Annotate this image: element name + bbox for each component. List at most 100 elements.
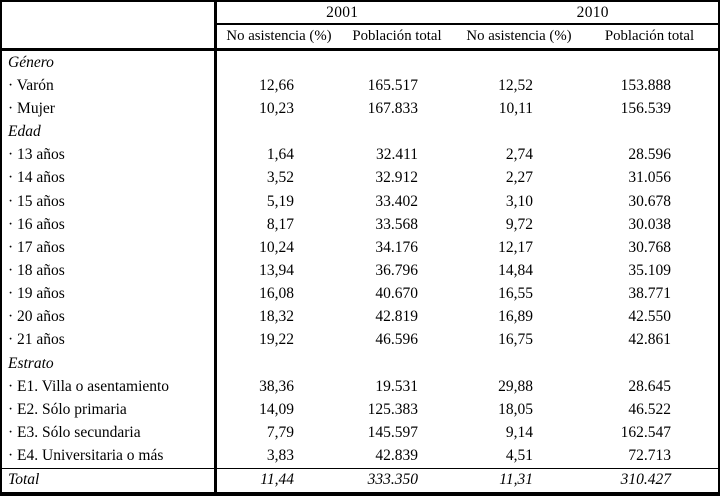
column-header-poblacion-2010: Población total	[604, 28, 695, 44]
cell-value: 16,75	[498, 331, 533, 349]
cell-value: 310.427	[620, 471, 671, 489]
row-label: · 21 años	[2, 328, 217, 353]
table-row: · E2. Sólo primaria 14,09 125.383 18,05 46.5…	[2, 398, 718, 422]
cell-value: 2,74	[505, 146, 533, 164]
cell-value: 42.550	[628, 308, 671, 326]
table-row: · 19 años 16,08 40.670 16,55 38.771	[2, 282, 718, 306]
cell-value: 12,66	[259, 76, 294, 94]
column-header-no-asistencia-2010: No asistencia (%)	[466, 28, 572, 44]
table-row: · 21 años 19,22 46.596 16,75 42.861	[2, 328, 718, 353]
cell-value: 35.109	[628, 261, 671, 279]
cell-value: 28.645	[628, 377, 671, 395]
cell-value: 19,22	[259, 331, 294, 349]
cell-value: 12,17	[498, 238, 533, 256]
table-row: · 20 años 18,32 42.819 16,89 42.550	[2, 305, 718, 329]
cell-value: 4,51	[505, 447, 533, 465]
cell-value: 1,64	[266, 146, 294, 164]
cell-value: 9,72	[505, 215, 533, 233]
year-group-cells: 2001 2010	[217, 2, 718, 25]
row-label: Edad	[2, 120, 217, 144]
row-label: · Mujer	[2, 97, 217, 121]
row-label: · E4. Universitaria o más	[2, 444, 217, 468]
column-header-no-asistencia-2001: No asistencia (%)	[226, 28, 332, 44]
cell-value	[589, 352, 718, 375]
row-label: · 16 años	[2, 213, 217, 237]
cell-value: 167.833	[367, 99, 418, 117]
row-label: Género	[2, 51, 217, 75]
row-label: · 13 años	[2, 143, 217, 167]
row-label: · 15 años	[2, 189, 217, 214]
cell-value	[217, 120, 341, 143]
table-row: · 17 años 10,24 34.176 12,17 30.768	[2, 236, 718, 260]
cell-value: 11,31	[499, 471, 533, 489]
cell-value: 3,10	[505, 192, 533, 210]
cell-value: 18,32	[259, 308, 294, 326]
cell-value: 32.912	[375, 169, 418, 187]
cell-value: 29,88	[498, 377, 533, 395]
cell-value: 38.771	[628, 285, 671, 303]
table-row: · 13 años 1,64 32.411 2,74 28.596	[2, 143, 718, 167]
table-row: · 14 años 3,52 32.912 2,27 31.056	[2, 166, 718, 190]
table-row: Género	[2, 51, 718, 75]
row-label: · 14 años	[2, 166, 217, 190]
cell-value	[341, 120, 463, 143]
table-row: · E4. Universitaria o más 3,83 42.839 4,51 7…	[2, 444, 718, 468]
table-row: · 15 años 5,19 33.402 3,10 30.678	[2, 189, 718, 214]
cell-value: 7,79	[266, 424, 294, 442]
table-row: · E1. Villa o asentamiento 38,36 19.531 29,…	[2, 375, 718, 399]
cell-value: 165.517	[367, 76, 418, 94]
table-row: Edad	[2, 120, 718, 144]
table-header: 2001 2010 No asistencia (%) Población to…	[2, 2, 718, 51]
cell-value: 3,52	[266, 169, 294, 187]
row-label: · E1. Villa o asentamiento	[2, 375, 217, 399]
corner-cell	[2, 25, 217, 48]
cell-value	[463, 120, 589, 143]
cell-value	[341, 352, 463, 375]
cell-value: 33.568	[375, 215, 418, 233]
cell-value: 28.596	[628, 146, 671, 164]
row-label: · 19 años	[2, 282, 217, 306]
cell-value: 36.796	[375, 261, 418, 279]
cell-value: 5,19	[266, 192, 294, 210]
cell-value: 30.678	[628, 192, 671, 210]
table-row: Estrato	[2, 352, 718, 376]
cell-value: 9,14	[505, 424, 533, 442]
year-2001-header: 2001	[326, 3, 359, 21]
row-label: Estrato	[2, 352, 217, 376]
cell-value: 42.819	[375, 308, 418, 326]
cell-value	[463, 51, 589, 74]
row-label: · E2. Sólo primaria	[2, 398, 217, 422]
cell-value: 19.531	[375, 377, 418, 395]
cell-value: 12,52	[498, 76, 533, 94]
cell-value: 38,36	[259, 377, 294, 395]
cell-value: 13,94	[259, 261, 294, 279]
cell-value	[217, 51, 341, 74]
cell-value	[463, 352, 589, 375]
cell-value: 8,17	[266, 215, 294, 233]
subheader-row: No asistencia (%) Población total No asi…	[2, 25, 718, 51]
table-body: Género · Varón 12,66 165.517 12,52 153.888 · M…	[2, 51, 718, 492]
cell-value: 30.038	[628, 215, 671, 233]
cell-value: 33.402	[375, 192, 418, 210]
table-row: · 18 años 13,94 36.796 14,84 35.109	[2, 259, 718, 283]
cell-value: 42.861	[628, 331, 671, 349]
cell-value: 72.713	[628, 447, 671, 465]
cell-value: 14,84	[498, 261, 533, 279]
cell-value: 162.547	[620, 424, 671, 442]
cell-value: 32.411	[375, 146, 418, 164]
table-row: · Mujer 10,23 167.833 10,11 156.539	[2, 97, 718, 121]
cell-value: 125.383	[367, 400, 418, 418]
row-label: · Varón	[2, 74, 217, 98]
cell-value: 16,89	[498, 308, 533, 326]
table-row: · 16 años 8,17 33.568 9,72 30.038	[2, 213, 718, 237]
year-header-row: 2001 2010	[2, 2, 718, 25]
row-label: · 18 años	[2, 259, 217, 283]
cell-value: 16,08	[259, 285, 294, 303]
cell-value: 34.176	[375, 238, 418, 256]
cell-value: 10,11	[498, 99, 533, 117]
cell-value: 145.597	[367, 424, 418, 442]
row-label: · E3. Sólo secundaria	[2, 421, 217, 445]
cell-value: 3,83	[266, 447, 294, 465]
cell-value: 14,09	[259, 400, 294, 418]
